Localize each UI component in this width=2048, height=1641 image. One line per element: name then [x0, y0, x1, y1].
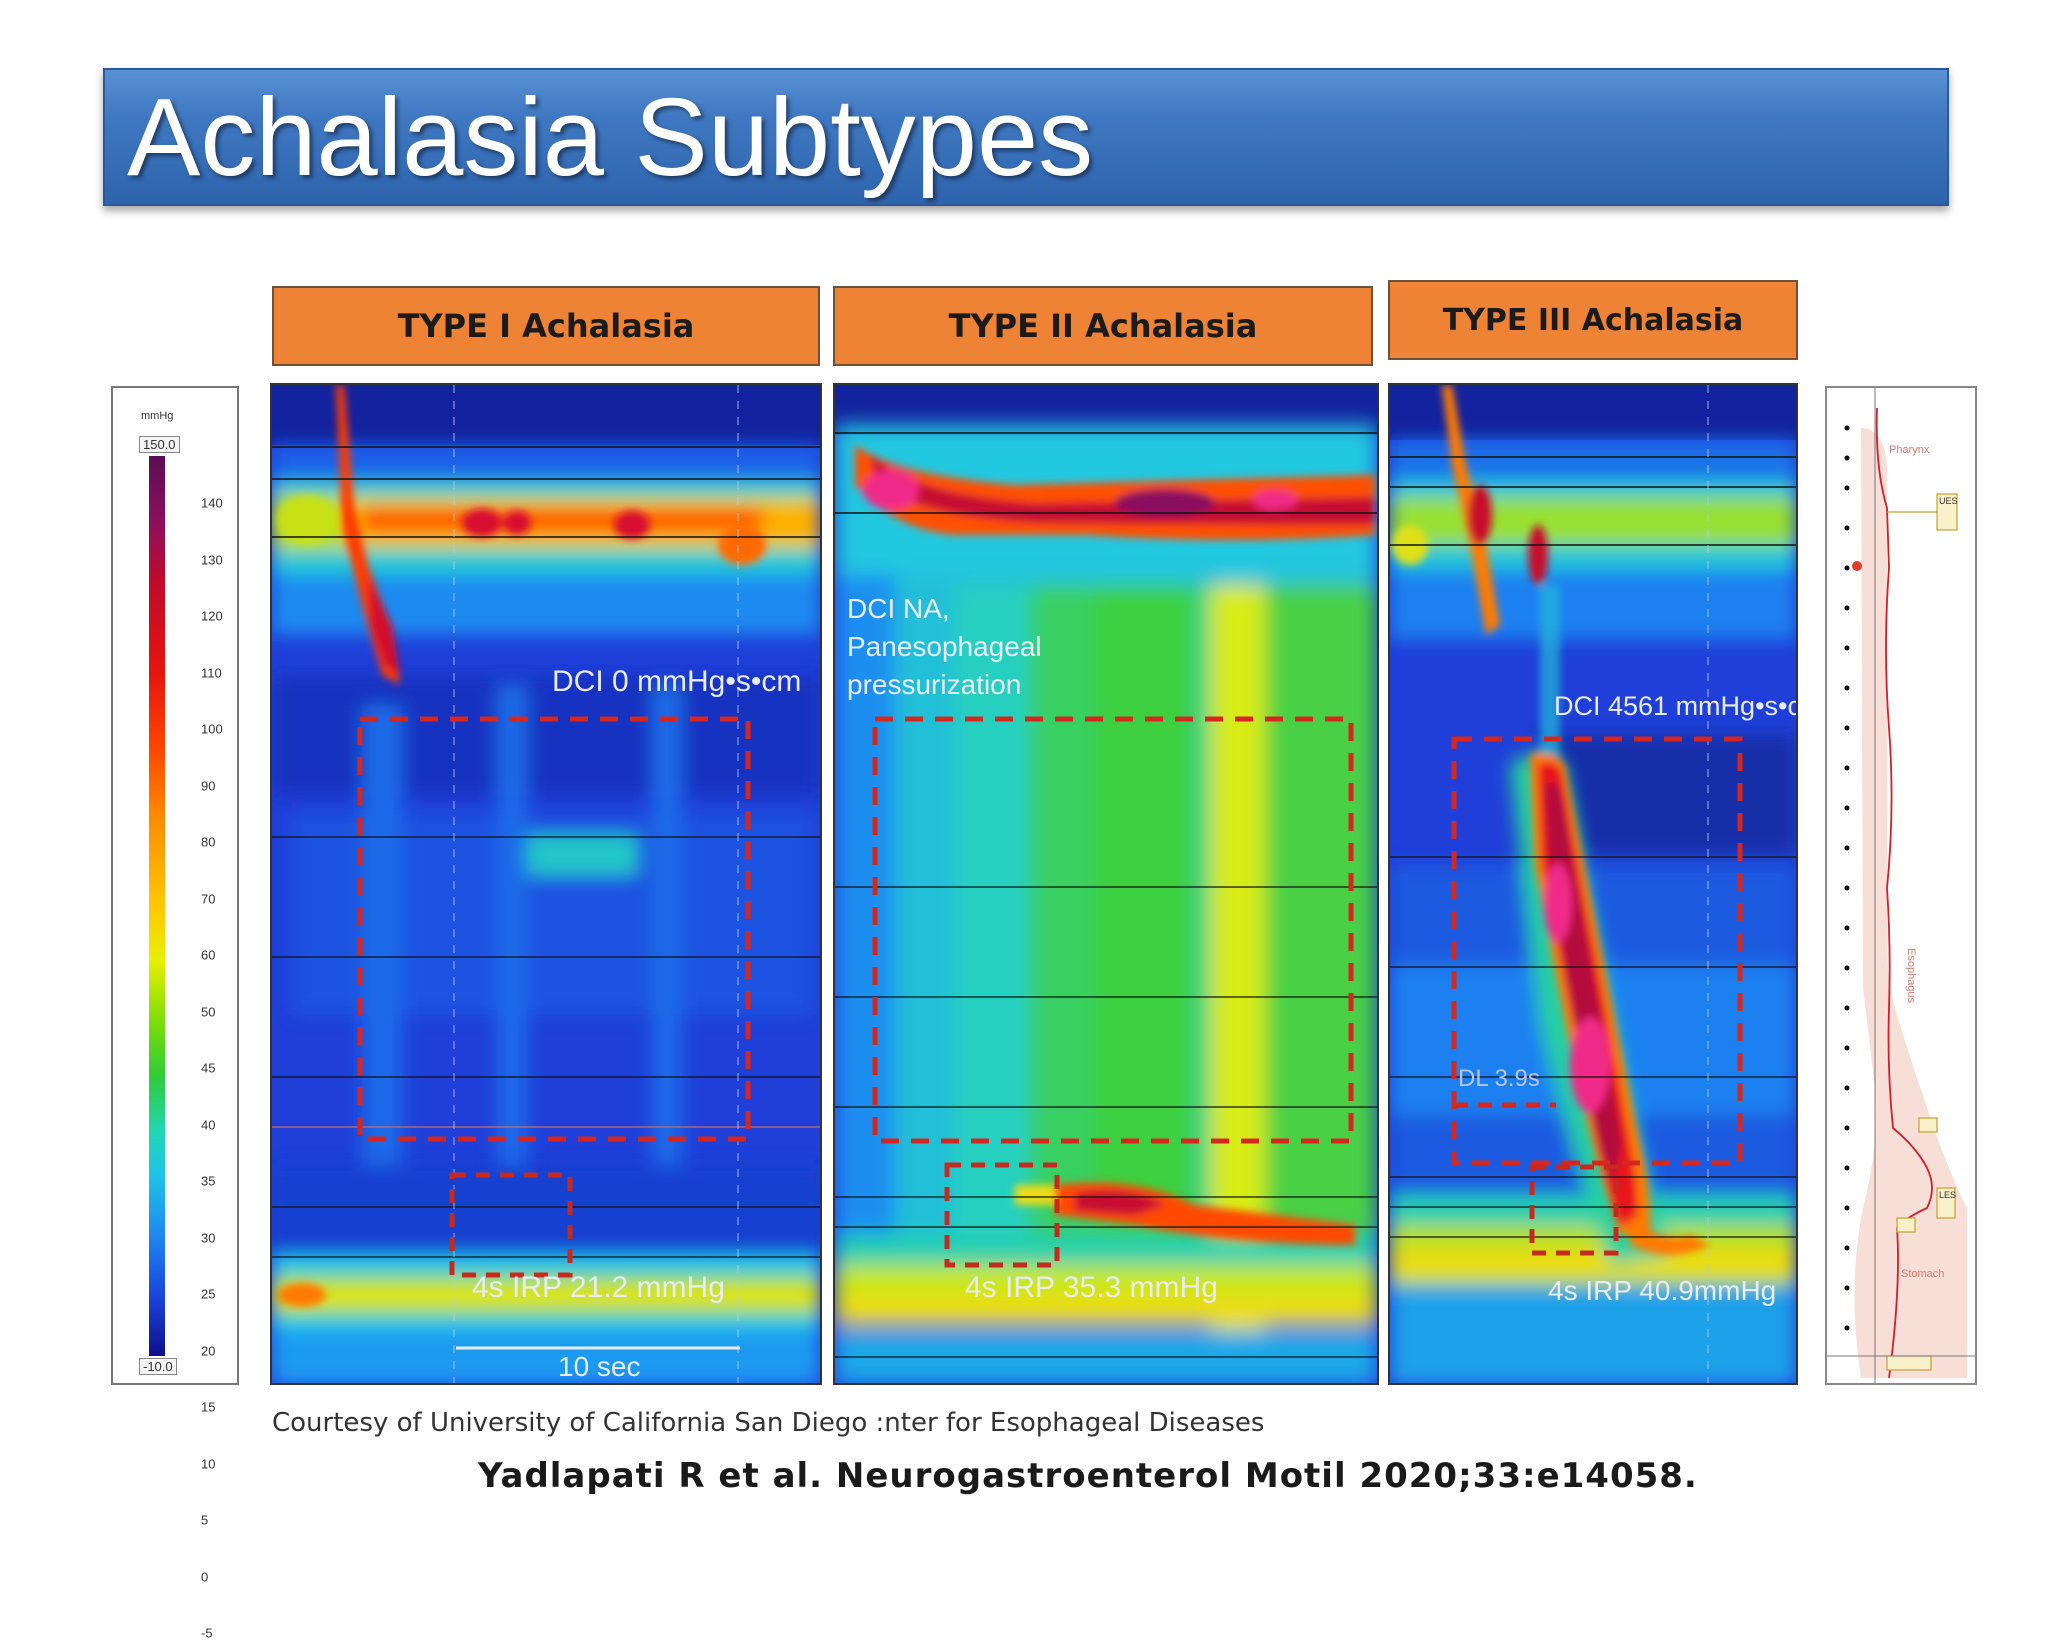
anatomy-sensor-panel: Pharynx Esophagus Stomach UES LES: [1825, 386, 1977, 1385]
panel-header-type-1: TYPE I Achalasia: [272, 286, 820, 366]
scale-tick-label: 120: [201, 608, 223, 624]
scale-tick-label: 130: [201, 552, 223, 567]
scale-tick-label: 40: [201, 1117, 216, 1132]
scale-tick-label: 70: [201, 891, 216, 906]
scale-max-label: 150.0: [139, 436, 180, 453]
pressure-color-scale: mmHg 150.0 140 130 120 110 100 90 80 70 60 50 45 40…: [111, 386, 239, 1641]
scale-tick-label: 5: [201, 1512, 209, 1528]
pressure-topography-type-3: DCI 4561 mmHg•s•cm DL 3.9s 4s IRP 40.9mm…: [1388, 383, 1798, 1385]
dci-label-type-2-line2: Panesophageal: [847, 631, 1042, 662]
dl-label-type-3: DL 3.9s: [1458, 1065, 1540, 1092]
time-scale-label: 10 sec: [558, 1351, 641, 1382]
slide-title: Achalasia Subtypes: [127, 76, 1094, 199]
scale-tick-label: 30: [201, 1230, 216, 1245]
scale-tick-label: 25: [201, 1286, 216, 1302]
scale-tick-label: -5: [201, 1625, 213, 1641]
ues-label: UES: [1939, 496, 1958, 506]
scale-tick-label: 60: [201, 947, 216, 963]
anatomy-svg: [1827, 388, 1975, 1383]
scale-unit-label: mmHg: [141, 410, 174, 422]
panel-header-type-3: TYPE III Achalasia: [1388, 280, 1798, 360]
dci-label-type-2-line1: DCI NA,: [847, 593, 950, 624]
scale-tick-label: 0: [201, 1569, 209, 1584]
scale-tick-label: 15: [201, 1399, 216, 1415]
scale-tick-label: 50: [201, 1004, 216, 1019]
scale-tick-label: 20: [201, 1343, 216, 1358]
pressure-topography-type-2: DCI NA, Panesophageal pressurization 4s …: [833, 383, 1379, 1385]
irp-label-type-2: 4s IRP 35.3 mmHg: [965, 1271, 1218, 1304]
dci-label-type-3: DCI 4561 mmHg•s•cm: [1554, 691, 1798, 721]
scale-tick-label: 80: [201, 834, 216, 850]
topography-svg-type-3: [1390, 385, 1796, 1383]
scale-min-label: -10.0: [139, 1358, 177, 1375]
les-label: LES: [1939, 1190, 1957, 1200]
topography-svg-type-1: [272, 385, 820, 1383]
title-banner: Achalasia Subtypes: [103, 68, 1949, 206]
topography-svg-type-2: [835, 385, 1377, 1383]
footer-citation: Yadlapati R et al. Neurogastroenterol Mo…: [478, 1456, 1698, 1496]
dci-label-type-1: DCI 0 mmHg•s•cm: [552, 665, 802, 698]
scale-tick-label: 45: [201, 1060, 216, 1076]
irp-label-type-3: 4s IRP 40.9mmHg: [1548, 1275, 1777, 1306]
irp-label-type-1: 4s IRP 21.2 mmHg: [472, 1271, 725, 1304]
scale-gradient-bar: [149, 456, 165, 1356]
scale-tick-label: 35: [201, 1173, 216, 1189]
scale-tick-label: 140: [201, 495, 223, 511]
pharynx-label: Pharynx: [1889, 444, 1930, 456]
stomach-label: Stomach: [1901, 1268, 1945, 1280]
footer-credit: Courtesy of University of California San…: [272, 1408, 1265, 1438]
pressure-topography-type-1: DCI 0 mmHg•s•cm 4s IRP 21.2 mmHg 10 sec: [270, 383, 822, 1385]
dci-label-type-2-line3: pressurization: [847, 669, 1022, 700]
scale-tick-label: 10: [201, 1456, 216, 1471]
esophagus-label: Esophagus: [1905, 948, 1917, 1004]
scale-tick-label: 110: [201, 665, 222, 680]
panel-header-type-2: TYPE II Achalasia: [833, 286, 1373, 366]
scale-tick-label: 100: [201, 721, 223, 737]
scale-tick-label: 90: [201, 778, 216, 793]
